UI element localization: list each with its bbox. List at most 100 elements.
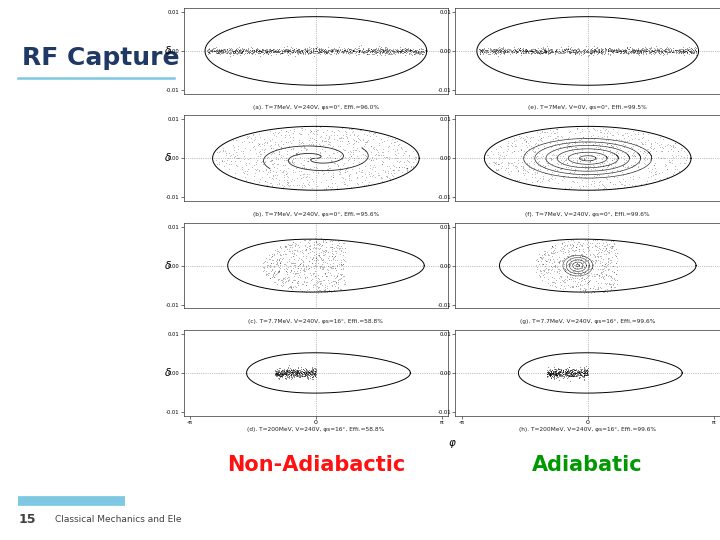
Point bbox=[554, 367, 566, 375]
Point bbox=[328, 135, 340, 144]
Point bbox=[603, 50, 614, 58]
Point bbox=[325, 46, 336, 55]
Point bbox=[610, 46, 621, 55]
Point bbox=[533, 132, 544, 140]
Point bbox=[567, 170, 579, 178]
Point bbox=[301, 370, 312, 379]
Point bbox=[555, 281, 567, 289]
Point bbox=[370, 49, 382, 58]
Point bbox=[528, 158, 540, 167]
Point bbox=[332, 49, 343, 57]
Point bbox=[477, 46, 489, 55]
Point bbox=[203, 48, 215, 57]
Point bbox=[580, 250, 592, 259]
Point bbox=[550, 47, 562, 56]
Point bbox=[337, 264, 348, 273]
Point bbox=[253, 139, 264, 148]
Point bbox=[596, 271, 608, 280]
Point bbox=[338, 161, 349, 170]
Point bbox=[576, 252, 588, 261]
Point bbox=[570, 371, 582, 380]
Point bbox=[651, 147, 662, 156]
Point bbox=[651, 139, 662, 148]
Point bbox=[536, 48, 547, 57]
Point bbox=[303, 180, 315, 189]
Point bbox=[617, 161, 629, 170]
Point bbox=[376, 48, 387, 56]
Point bbox=[551, 46, 562, 55]
Point bbox=[556, 45, 567, 53]
Point bbox=[593, 132, 604, 140]
Point bbox=[348, 130, 360, 139]
Point bbox=[269, 171, 281, 179]
Point bbox=[570, 243, 582, 252]
Point bbox=[210, 46, 222, 55]
Point bbox=[409, 47, 420, 56]
Point bbox=[568, 364, 580, 373]
Point bbox=[559, 47, 570, 56]
Point bbox=[667, 141, 678, 150]
Point bbox=[558, 372, 570, 381]
Point bbox=[258, 156, 270, 165]
Point bbox=[577, 369, 589, 377]
Point bbox=[634, 48, 645, 57]
Point bbox=[585, 258, 597, 266]
Point bbox=[374, 45, 385, 53]
Point bbox=[233, 46, 245, 55]
Point bbox=[278, 176, 289, 184]
Point bbox=[545, 45, 557, 54]
Point bbox=[555, 156, 567, 164]
Point bbox=[599, 125, 611, 134]
Point bbox=[318, 47, 330, 56]
Point bbox=[615, 136, 626, 144]
Point bbox=[536, 47, 548, 56]
Point bbox=[572, 124, 583, 132]
Point bbox=[566, 251, 577, 259]
Point bbox=[544, 369, 555, 378]
Point bbox=[669, 48, 680, 57]
Point bbox=[363, 155, 374, 164]
Point bbox=[642, 155, 653, 164]
Point bbox=[326, 244, 338, 253]
Point bbox=[301, 157, 312, 165]
Point bbox=[595, 252, 607, 260]
Point bbox=[561, 367, 572, 376]
Point bbox=[639, 48, 650, 56]
Point bbox=[575, 261, 587, 270]
Point bbox=[287, 48, 299, 57]
Point bbox=[625, 142, 636, 151]
Point bbox=[629, 46, 641, 55]
Point bbox=[561, 143, 572, 151]
Point bbox=[534, 48, 545, 57]
Point bbox=[680, 156, 692, 164]
Point bbox=[559, 259, 570, 268]
Point bbox=[292, 369, 303, 377]
Point bbox=[348, 148, 359, 157]
Point bbox=[633, 163, 644, 171]
Point bbox=[274, 48, 285, 57]
Point bbox=[353, 163, 364, 172]
Point bbox=[271, 259, 283, 267]
Point bbox=[325, 47, 337, 56]
Point bbox=[303, 244, 315, 253]
Point bbox=[517, 162, 528, 171]
Point bbox=[375, 173, 387, 181]
Point bbox=[298, 366, 310, 374]
Point bbox=[500, 48, 512, 57]
Point bbox=[337, 260, 348, 268]
Point bbox=[660, 160, 671, 168]
Point bbox=[242, 165, 253, 174]
Point bbox=[375, 45, 387, 53]
Point bbox=[318, 287, 330, 296]
Point bbox=[557, 47, 569, 56]
Point bbox=[387, 165, 398, 174]
Point bbox=[243, 137, 255, 146]
Point bbox=[282, 367, 293, 375]
Point bbox=[604, 146, 616, 154]
Point bbox=[504, 44, 516, 53]
Point bbox=[297, 49, 308, 58]
Point bbox=[279, 369, 290, 378]
Point bbox=[266, 46, 278, 55]
Point bbox=[581, 365, 593, 374]
Point bbox=[552, 370, 563, 379]
